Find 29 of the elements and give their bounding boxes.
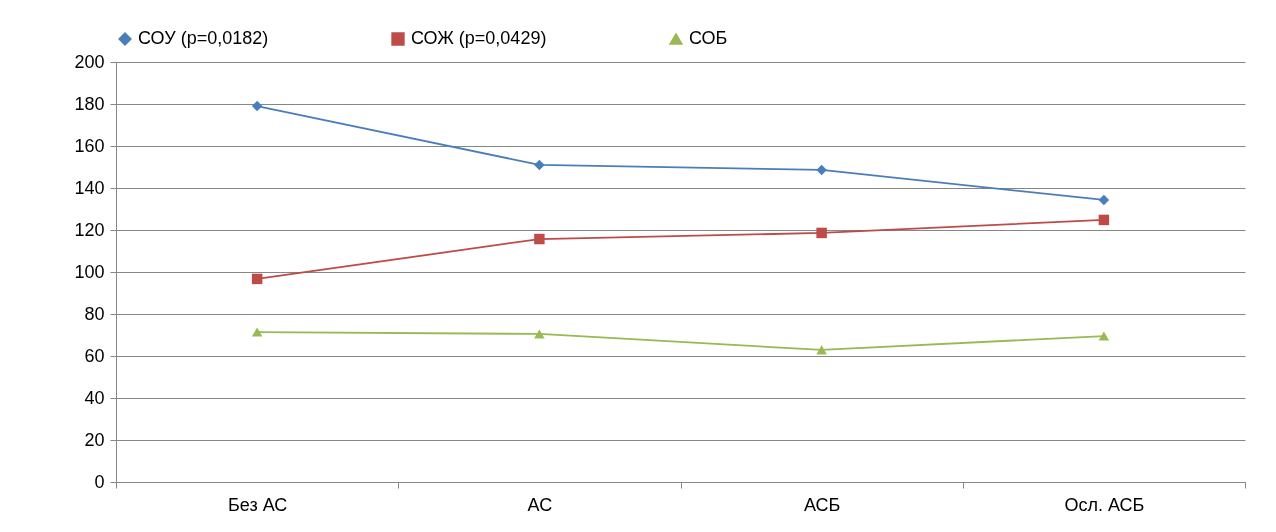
point — [1098, 194, 1110, 206]
y-tick-label: 60 — [84, 345, 105, 366]
point — [1098, 331, 1110, 341]
point — [816, 227, 827, 239]
legend-label: СОБ — [689, 28, 728, 48]
point — [251, 327, 263, 337]
y-tick-label: 0 — [94, 471, 105, 492]
point — [251, 273, 263, 285]
x-tick-label: АС — [527, 494, 553, 515]
y-tick-label: 120 — [74, 219, 105, 240]
y-tick-label: 40 — [84, 387, 105, 408]
y-tick-label: 80 — [84, 303, 105, 324]
y-tick-label: 180 — [74, 93, 105, 114]
point — [816, 164, 827, 176]
x-tick-label: Осл. АСБ — [1064, 494, 1145, 515]
y-tick-label: 160 — [74, 135, 105, 156]
y-tick-label: 140 — [74, 177, 105, 198]
point — [251, 100, 263, 112]
y-tick-label: 200 — [74, 51, 105, 72]
point — [1098, 214, 1110, 226]
point — [534, 159, 545, 171]
y-tick-label: 100 — [74, 261, 105, 282]
point — [816, 345, 827, 355]
x-tick-label: АСБ — [803, 494, 841, 515]
y-tick-label: 20 — [84, 429, 105, 450]
legend-label: СОУ (p=0,0182) — [138, 28, 269, 48]
point — [534, 233, 545, 245]
x-tick-label: Без АС — [227, 494, 288, 515]
legend-label: СОЖ (p=0,0429) — [411, 28, 547, 48]
